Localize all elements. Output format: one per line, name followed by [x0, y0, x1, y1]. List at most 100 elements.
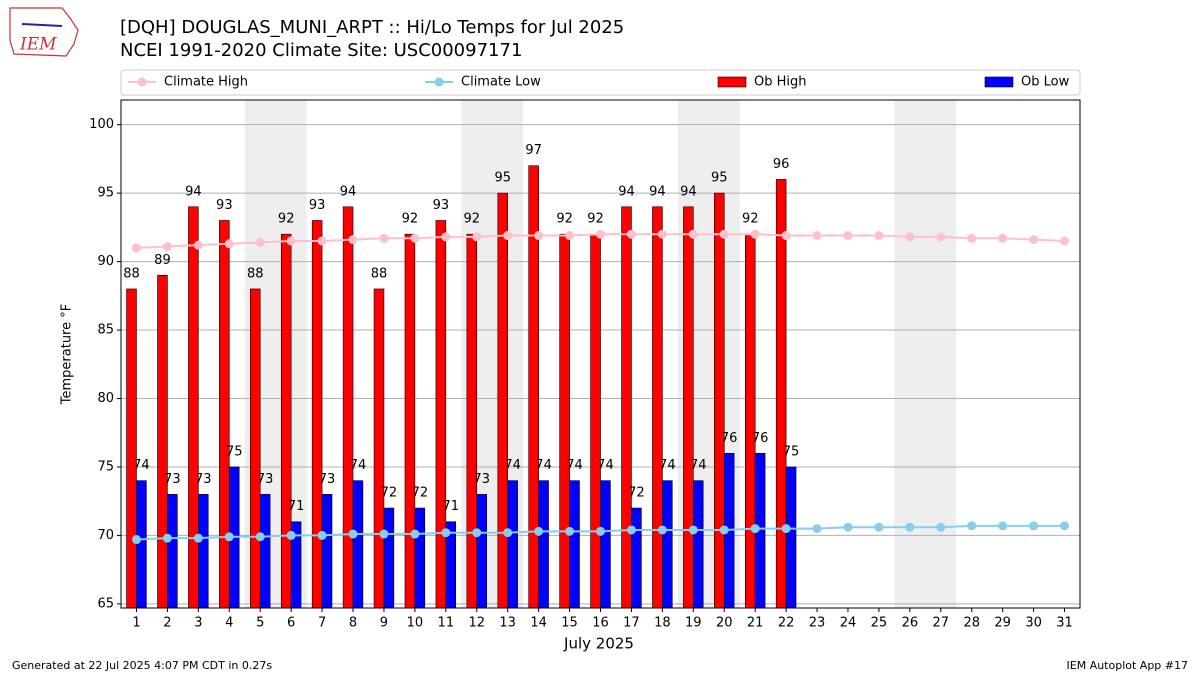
value-label: 93 — [433, 198, 450, 213]
bar — [167, 494, 178, 609]
point — [317, 236, 327, 246]
point — [162, 533, 172, 543]
bar — [342, 206, 354, 609]
value-label: 75 — [783, 444, 800, 459]
point — [162, 242, 172, 252]
point — [843, 522, 853, 532]
point — [286, 236, 296, 246]
y-tick-label: 70 — [97, 528, 114, 543]
bar — [621, 206, 632, 609]
value-label: 88 — [247, 266, 264, 281]
x-tick-label: 19 — [685, 616, 702, 631]
point — [688, 525, 698, 535]
point — [441, 232, 451, 242]
x-tick-label: 29 — [994, 616, 1011, 631]
x-tick-label: 9 — [380, 616, 388, 631]
bar — [590, 233, 601, 609]
value-label: 96 — [773, 157, 790, 172]
point — [1060, 521, 1070, 531]
value-label: 74 — [597, 458, 614, 473]
x-tick-label: 26 — [902, 616, 919, 631]
point — [719, 525, 729, 535]
bar — [188, 206, 199, 609]
point — [1029, 235, 1039, 245]
value-label: 92 — [464, 212, 481, 227]
point — [998, 233, 1008, 243]
point — [843, 231, 853, 241]
value-label: 73 — [164, 472, 181, 487]
x-tick-label: 31 — [1056, 616, 1073, 631]
x-tick-label: 8 — [349, 616, 357, 631]
point — [688, 229, 698, 239]
y-tick-label: 75 — [97, 459, 114, 474]
x-tick-label: 15 — [561, 616, 578, 631]
logo-text: IEM — [19, 35, 57, 55]
point — [781, 524, 791, 534]
value-label: 92 — [278, 212, 295, 227]
point — [348, 529, 358, 539]
point — [565, 526, 575, 536]
x-tick-label: 17 — [623, 616, 640, 631]
bar — [157, 274, 168, 609]
point — [874, 231, 884, 241]
point — [348, 235, 358, 245]
value-label: 92 — [742, 212, 759, 227]
footer-left: Generated at 22 Jul 2025 4:07 PM CDT in … — [12, 659, 272, 672]
x-tick-label: 25 — [871, 616, 888, 631]
bar — [321, 494, 333, 609]
point — [224, 239, 234, 249]
bar — [466, 233, 478, 609]
point — [193, 240, 203, 250]
point — [131, 535, 141, 545]
bar — [259, 494, 271, 609]
legend-swatch — [984, 76, 1014, 88]
point — [998, 521, 1008, 531]
value-label: 93 — [216, 198, 233, 213]
value-label: 72 — [412, 486, 429, 501]
value-label: 94 — [680, 184, 697, 199]
x-tick-label: 13 — [499, 616, 516, 631]
x-tick-label: 10 — [407, 616, 424, 631]
value-label: 73 — [257, 472, 274, 487]
bar — [693, 480, 704, 609]
value-label: 74 — [133, 458, 150, 473]
x-tick-label: 4 — [225, 616, 233, 631]
x-tick-label: 23 — [809, 616, 826, 631]
value-label: 74 — [504, 458, 521, 473]
value-label: 74 — [535, 458, 552, 473]
value-label: 76 — [752, 431, 769, 446]
x-tick-label: 18 — [654, 616, 671, 631]
point — [503, 528, 513, 538]
value-label: 76 — [721, 431, 738, 446]
chart-subtitle: NCEI 1991-2020 Climate Site: USC00097171 — [120, 40, 522, 61]
x-tick-label: 5 — [256, 616, 264, 631]
value-label: 94 — [185, 184, 202, 199]
point — [379, 233, 389, 243]
point — [905, 522, 915, 532]
legend-label: Climate High — [164, 75, 248, 90]
point — [750, 229, 760, 239]
bar — [683, 206, 694, 609]
point — [565, 231, 575, 241]
point — [410, 529, 420, 539]
y-tick-label: 65 — [97, 596, 114, 611]
bar — [280, 233, 292, 609]
point — [626, 525, 636, 535]
bar — [414, 507, 426, 609]
bar — [559, 233, 570, 609]
value-label: 74 — [566, 458, 583, 473]
point — [596, 526, 605, 536]
x-tick-label: 7 — [318, 616, 326, 631]
logo: IEM — [9, 7, 79, 57]
point — [967, 521, 977, 531]
bar — [652, 206, 663, 609]
bar — [569, 480, 580, 609]
bar — [775, 179, 787, 609]
bar — [435, 220, 447, 609]
value-label: 74 — [690, 458, 707, 473]
point — [255, 532, 265, 542]
legend-label: Ob High — [754, 75, 807, 90]
bar — [250, 288, 261, 609]
point — [626, 229, 636, 239]
value-label: 73 — [473, 472, 490, 487]
